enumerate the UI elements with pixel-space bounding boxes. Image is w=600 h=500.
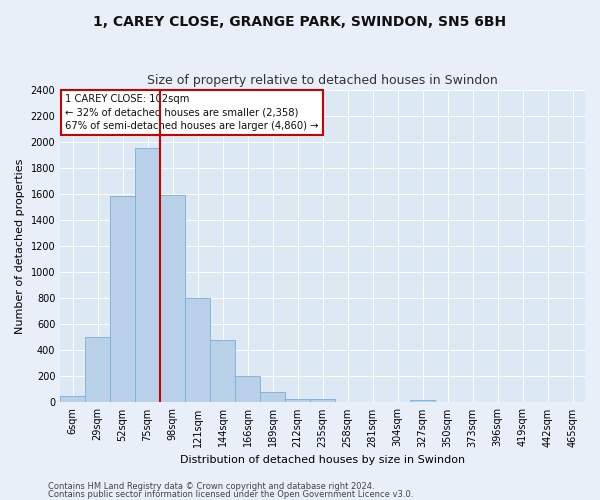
X-axis label: Distribution of detached houses by size in Swindon: Distribution of detached houses by size …	[180, 455, 465, 465]
Bar	[85, 337, 110, 402]
Bar	[135, 148, 160, 403]
Bar	[310, 398, 335, 402]
Text: 1, CAREY CLOSE, GRANGE PARK, SWINDON, SN5 6BH: 1, CAREY CLOSE, GRANGE PARK, SWINDON, SN…	[94, 15, 506, 29]
Title: Size of property relative to detached houses in Swindon: Size of property relative to detached ho…	[147, 74, 498, 87]
Y-axis label: Number of detached properties: Number of detached properties	[15, 158, 25, 334]
Bar	[210, 340, 235, 402]
Text: 1 CAREY CLOSE: 102sqm
← 32% of detached houses are smaller (2,358)
67% of semi-d: 1 CAREY CLOSE: 102sqm ← 32% of detached …	[65, 94, 319, 130]
Bar	[410, 400, 435, 402]
Bar	[110, 196, 135, 402]
Text: Contains public sector information licensed under the Open Government Licence v3: Contains public sector information licen…	[48, 490, 413, 499]
Bar	[160, 195, 185, 402]
Bar	[60, 396, 85, 402]
Text: Contains HM Land Registry data © Crown copyright and database right 2024.: Contains HM Land Registry data © Crown c…	[48, 482, 374, 491]
Bar	[260, 392, 285, 402]
Bar	[185, 298, 210, 403]
Bar	[285, 398, 310, 402]
Bar	[235, 376, 260, 402]
